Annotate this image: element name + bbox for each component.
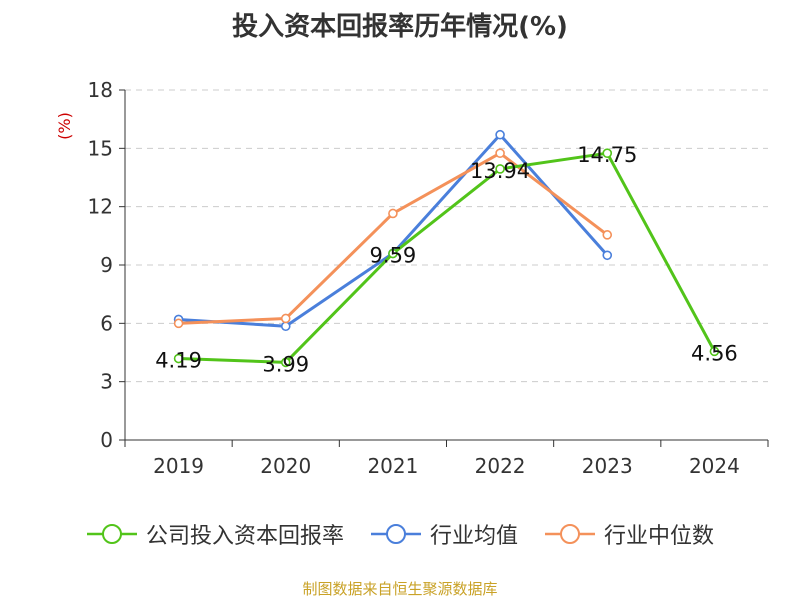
- series-lines: [173, 129, 720, 368]
- data-label: 4.19: [155, 349, 202, 373]
- legend-line-marker-icon: [545, 524, 595, 544]
- legend-label: 公司投入资本回报率: [145, 524, 344, 549]
- data-point[interactable]: [388, 248, 398, 259]
- legend: 公司投入资本回报率 行业均值 行业中位数: [0, 518, 800, 550]
- data-point[interactable]: [495, 164, 505, 174]
- series-1: [173, 148, 720, 368]
- x-tick-label: 2022: [475, 454, 526, 478]
- data-point[interactable]: [709, 346, 720, 357]
- x-tick-label: 2019: [153, 454, 204, 478]
- x-tick-label: 2020: [260, 454, 311, 478]
- data-point[interactable]: [280, 313, 291, 324]
- series-line: [177, 151, 716, 364]
- data-point[interactable]: [602, 230, 613, 240]
- y-tick-label: 9: [100, 253, 113, 277]
- data-point[interactable]: [602, 250, 613, 261]
- legend-line-marker-icon: [370, 524, 421, 544]
- x-tick-label: 2021: [367, 454, 418, 478]
- legend-line-marker-icon: [86, 524, 137, 544]
- series-2: [173, 129, 613, 332]
- data-point[interactable]: [388, 208, 398, 219]
- data-point[interactable]: [495, 129, 505, 140]
- legend-item-2[interactable]: 行业均值: [370, 518, 518, 550]
- data-label: 9.59: [370, 244, 417, 268]
- series-3: [173, 148, 613, 329]
- data-point[interactable]: [173, 318, 184, 329]
- legend-item-3[interactable]: 行业中位数: [544, 518, 714, 550]
- data-label: 14.75: [577, 143, 637, 167]
- legend-label: 行业中位数: [604, 524, 715, 549]
- y-tick-label: 0: [100, 428, 113, 452]
- data-label: 3.99: [262, 352, 309, 376]
- data-labels: 4.19 3.99 9.59 13.94 14.75 4.56: [155, 143, 738, 376]
- chart-title: 投入资本回报率历年情况(%): [232, 12, 568, 42]
- data-point[interactable]: [495, 148, 505, 158]
- y-tick-label: 3: [100, 370, 113, 394]
- series-line: [177, 151, 609, 325]
- x-tick-label: 2024: [689, 454, 740, 478]
- data-point[interactable]: [280, 357, 291, 368]
- data-point[interactable]: [173, 353, 184, 364]
- y-axis-label: (%): [55, 112, 74, 140]
- y-tick-label: 15: [88, 136, 113, 160]
- y-tick-label: 18: [88, 78, 113, 102]
- data-label: 13.94: [470, 159, 530, 183]
- y-tick-label: 6: [100, 311, 113, 335]
- data-point[interactable]: [280, 321, 291, 332]
- source-note: 制图数据来自恒生聚源数据库: [302, 580, 498, 598]
- x-tick-label: 2023: [582, 454, 633, 478]
- data-point[interactable]: [602, 148, 613, 158]
- y-tick-label: 12: [88, 195, 113, 219]
- grid-lines: [125, 89, 768, 383]
- axes: 0 3 6 9 12 15 18 2019 2020 2021 2022 2023 2024 (%): [55, 78, 769, 478]
- legend-label: 行业均值: [429, 524, 518, 549]
- legend-item-1[interactable]: 公司投入资本回报率: [86, 518, 344, 550]
- data-label: 4.56: [691, 341, 738, 365]
